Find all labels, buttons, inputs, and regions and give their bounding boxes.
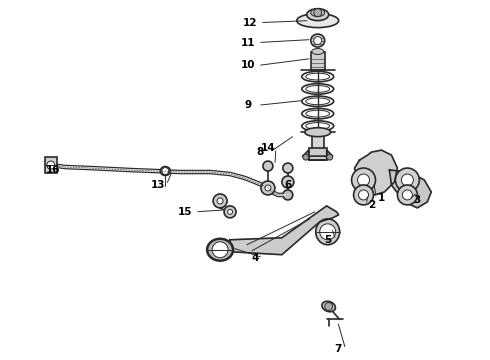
Ellipse shape (297, 14, 339, 28)
Text: 16: 16 (46, 165, 60, 175)
Bar (309, 148, 327, 160)
Ellipse shape (207, 239, 233, 261)
Circle shape (212, 242, 228, 258)
Text: 5: 5 (324, 235, 331, 245)
Circle shape (314, 9, 322, 17)
Circle shape (46, 160, 56, 170)
Circle shape (265, 185, 271, 191)
Circle shape (325, 302, 333, 310)
Circle shape (303, 154, 309, 160)
Text: 6: 6 (284, 180, 292, 190)
Circle shape (213, 194, 227, 208)
Circle shape (282, 176, 294, 188)
Text: 15: 15 (178, 207, 193, 217)
Text: 12: 12 (243, 18, 257, 28)
Ellipse shape (160, 167, 171, 176)
Circle shape (359, 190, 368, 200)
Circle shape (395, 168, 419, 192)
Text: 11: 11 (241, 37, 255, 48)
Circle shape (47, 161, 55, 169)
Text: 7: 7 (334, 345, 342, 354)
Circle shape (314, 37, 322, 45)
Text: 8: 8 (256, 147, 264, 157)
Ellipse shape (307, 9, 329, 21)
Circle shape (263, 161, 273, 171)
Ellipse shape (316, 219, 340, 245)
Text: 14: 14 (261, 143, 275, 153)
Text: 13: 13 (151, 180, 166, 190)
Circle shape (162, 167, 169, 175)
Circle shape (352, 168, 375, 192)
Text: 10: 10 (241, 60, 255, 71)
Circle shape (227, 210, 233, 214)
Ellipse shape (305, 128, 331, 137)
Text: 4: 4 (251, 253, 259, 263)
Bar (312, 132, 324, 160)
Circle shape (283, 163, 293, 173)
Circle shape (354, 185, 373, 205)
Circle shape (217, 198, 223, 204)
Ellipse shape (311, 9, 325, 17)
Polygon shape (303, 150, 333, 160)
Text: 1: 1 (378, 193, 385, 203)
Text: 3: 3 (414, 195, 421, 205)
Circle shape (397, 185, 417, 205)
Ellipse shape (322, 301, 336, 312)
Circle shape (224, 206, 236, 218)
Polygon shape (355, 150, 397, 195)
Polygon shape (390, 170, 431, 208)
Text: 2: 2 (368, 200, 375, 210)
Bar (311, 53, 325, 71)
Circle shape (402, 190, 413, 200)
Circle shape (319, 224, 336, 240)
Ellipse shape (312, 49, 324, 54)
Bar (45, 157, 57, 173)
Circle shape (358, 174, 369, 186)
Circle shape (401, 174, 414, 186)
Polygon shape (230, 206, 339, 255)
Ellipse shape (311, 34, 325, 47)
Circle shape (261, 181, 275, 195)
Circle shape (283, 190, 293, 200)
Text: 9: 9 (245, 100, 251, 110)
Circle shape (327, 154, 333, 160)
